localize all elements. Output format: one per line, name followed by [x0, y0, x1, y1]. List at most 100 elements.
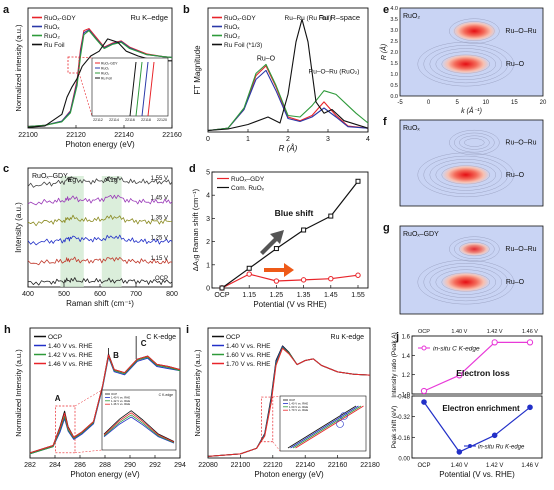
series-label: 1.45 V [151, 196, 168, 202]
inset-marker [340, 412, 348, 420]
data-point [273, 246, 279, 252]
data-point [355, 178, 361, 184]
x-tick-label: OCP [214, 292, 230, 299]
y-tick-label: 2.0 [390, 50, 398, 56]
contour-ring [435, 269, 496, 295]
data-point [246, 271, 252, 277]
y-tick-label: -0.32 [396, 415, 410, 421]
legend-label: 1.40 V vs. RHE [48, 343, 93, 350]
inset-legend-label: 1.46 V vs. RHE [111, 402, 130, 406]
legend-label: RuOₓ [224, 24, 240, 31]
series-label: OCP [155, 276, 168, 282]
legend-label: OCP [226, 334, 240, 341]
x-tick-label: 22180 [360, 462, 380, 469]
y-tick-label: 0.0 [390, 94, 398, 100]
inset-line [147, 61, 155, 117]
data-point [420, 387, 428, 395]
contour-ring [454, 132, 495, 153]
x-tick-label: 22160 [328, 462, 348, 469]
inset-tick-label: 22120 [157, 118, 167, 122]
inset-tick-label: 22114 [109, 118, 119, 122]
x-tick-label: 22100 [231, 462, 251, 469]
label: Ru–O–Ru [505, 246, 536, 253]
label: RuOₓ [403, 125, 420, 132]
series-3 [29, 354, 181, 454]
label: Photon energy (eV) [65, 140, 135, 149]
y-tick-label: 3.5 [390, 17, 398, 23]
label: B [113, 351, 119, 360]
y-tick-label: 1.4 [402, 354, 411, 360]
contour-ring [417, 259, 514, 305]
inset-legend-label: 1.40 V vs. RHE [111, 395, 130, 399]
series-2 [207, 63, 369, 132]
legend-swatch [421, 345, 427, 351]
label: Intensity ratio (Peak A) [391, 332, 398, 397]
zoom-box [55, 405, 76, 454]
label: Ru–O–Ru (RuO₂) [309, 68, 360, 75]
label: Ru R–space [319, 13, 360, 22]
inset-line [295, 405, 364, 449]
series-label: 1.25 V [151, 235, 168, 241]
inset-line [135, 61, 143, 117]
zoom-line [78, 72, 93, 117]
legend-label: in-situ C K-edge [433, 346, 480, 353]
panel-letter-h: h [4, 324, 11, 336]
zoom-line [78, 56, 93, 59]
x-tick-label: 0 [427, 100, 431, 106]
y-tick-label: -0.16 [396, 436, 410, 442]
plot-frame [27, 7, 173, 129]
zoom-line [74, 449, 103, 454]
contour-ring [429, 159, 502, 191]
data-point [456, 372, 463, 379]
legend-label: 1.46 V vs. RHE [48, 361, 93, 368]
band-Eg [60, 176, 84, 287]
label: RuOₓ–GDY [32, 173, 68, 180]
label: Ru–O [506, 279, 525, 286]
x-tick-label: 288 [99, 462, 111, 469]
series-0 [221, 273, 359, 289]
x-tick-label-top: 1.46 V [522, 329, 538, 335]
inset-legend-label: RuOₓ-GDY [101, 62, 118, 66]
label: A [55, 394, 61, 403]
legend-label: RuO₂ [44, 33, 60, 40]
y-tick-label: 0 [206, 286, 210, 293]
zoom-line [272, 441, 281, 452]
series-3 [27, 214, 173, 227]
x-tick-label: 2 [286, 136, 290, 143]
x-tick-label: 700 [130, 291, 142, 298]
plot-frame [207, 327, 371, 459]
series-3 [207, 347, 371, 457]
x-tick-label: 22120 [263, 462, 283, 469]
x-tick-label: 0 [206, 136, 210, 143]
series-3 [207, 18, 369, 132]
inset-tick-label: 22112 [93, 118, 103, 122]
legend-label: Ru Foil (*1/3) [224, 42, 262, 49]
y-tick-label: 5 [206, 170, 210, 177]
inset-frame [101, 389, 177, 451]
label: Ru–Ru (Ru Foil) [285, 15, 332, 22]
band-A1g [101, 176, 122, 287]
label: Ru–O–Ru [505, 140, 536, 147]
series-1 [221, 180, 359, 289]
y-tick-label: 1 [206, 262, 210, 269]
x-tick-label: 5 [456, 100, 460, 106]
series-label: 1.15 V [151, 256, 168, 262]
series-1 [207, 69, 369, 132]
legend-label: RuOₓ-GDY [44, 15, 76, 22]
label: FT Magnitude [193, 45, 202, 95]
label: RuO₂ [403, 13, 420, 20]
x-tick-label: 4 [366, 136, 370, 143]
legend-label: Ru Foil [44, 42, 65, 49]
contour-ring [423, 263, 508, 302]
y-tick-label: 0.5 [390, 83, 398, 89]
label: Electron enrichment [442, 404, 520, 413]
legend-label: RuOₓ [44, 24, 60, 31]
legend-label: in-situ Ru K-edge [478, 445, 525, 451]
label: Ru–O [257, 56, 276, 63]
data-point [421, 399, 427, 405]
x-tick-label: 10 [482, 100, 489, 106]
panel-letter-e: e [383, 4, 389, 16]
panel-letter-d: d [189, 163, 196, 175]
inset-legend-label: OCP [111, 392, 117, 396]
plot-background [400, 120, 543, 206]
